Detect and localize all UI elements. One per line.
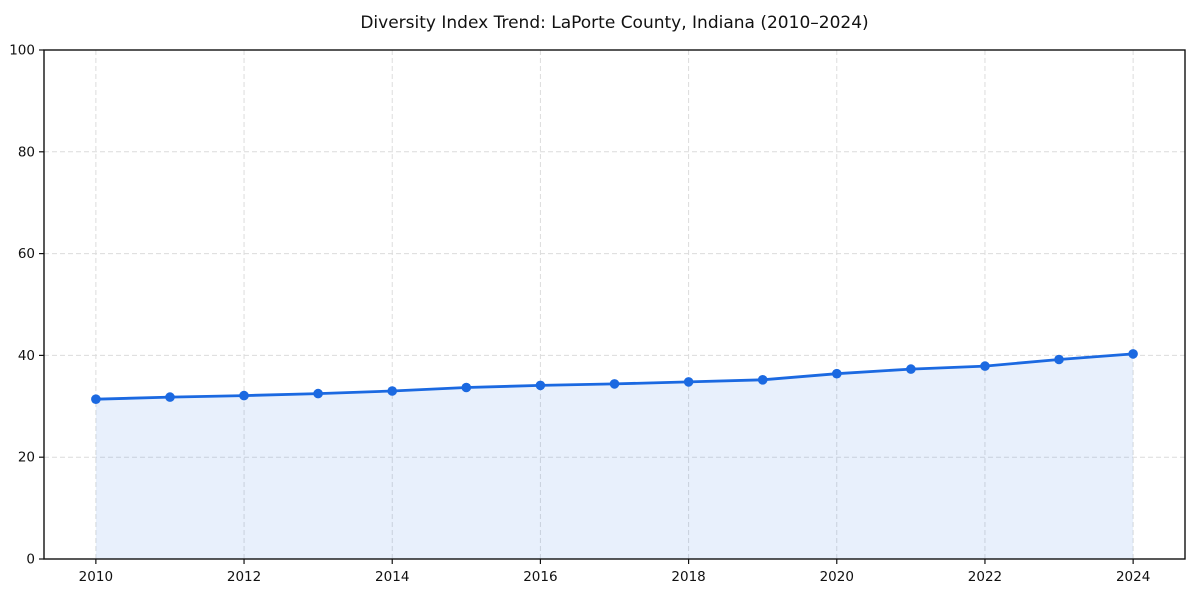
data-point [609, 379, 620, 389]
x-tick-label: 2012 [227, 569, 261, 585]
x-tick-label: 2010 [79, 569, 113, 585]
y-tick-label: 0 [26, 552, 35, 568]
data-point [165, 392, 175, 402]
y-tick-label: 20 [18, 450, 35, 466]
y-tick-label: 60 [18, 246, 35, 262]
plot-frame [43, 49, 1186, 560]
data-point [461, 382, 472, 393]
x-tick-label: 2020 [820, 569, 854, 585]
y-tick-label: 100 [9, 43, 35, 59]
data-point [906, 364, 916, 374]
x-tick-label: 2018 [671, 569, 705, 585]
data-point [535, 380, 546, 391]
data-point [239, 390, 249, 401]
x-tick-label: 2014 [375, 569, 409, 585]
data-point [313, 388, 323, 399]
y-tick-label: 80 [18, 144, 35, 160]
data-point [757, 375, 768, 385]
data-point [1054, 354, 1064, 365]
y-tick-label: 40 [18, 348, 35, 364]
data-point [683, 377, 694, 387]
x-tick-label: 2022 [968, 569, 1002, 585]
x-tick-label: 2024 [1116, 569, 1150, 585]
chart-title: Diversity Index Trend: LaPorte County, I… [360, 13, 869, 33]
area-fill [95, 353, 1134, 559]
data-point [1128, 349, 1138, 359]
x-tick-label: 2016 [523, 569, 557, 585]
data-point [91, 394, 101, 405]
data-point [387, 386, 398, 396]
data-point [980, 361, 990, 371]
data-point [832, 368, 842, 379]
